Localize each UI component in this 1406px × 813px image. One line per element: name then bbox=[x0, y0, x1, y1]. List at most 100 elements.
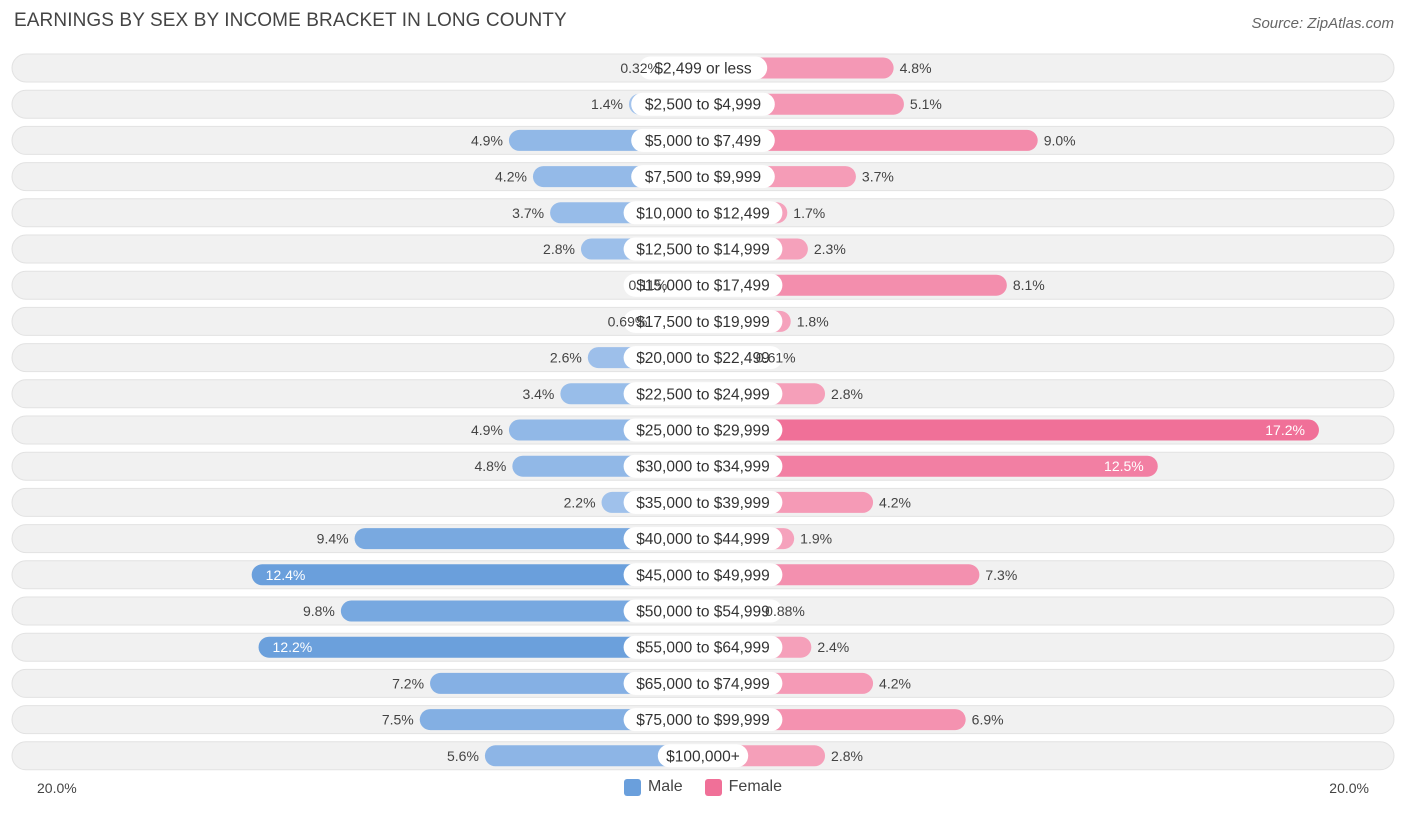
axis-max-label: 20.0% bbox=[1329, 780, 1369, 796]
category-label: $20,000 to $22,499 bbox=[636, 350, 770, 367]
male-value-label: 4.9% bbox=[471, 422, 503, 438]
bar-row: $22,500 to $24,999 3.4% 2.8% bbox=[11, 379, 1395, 409]
category-label-bg bbox=[623, 382, 783, 406]
male-value-label: 0.32% bbox=[620, 60, 660, 76]
female-value-label: 7.3% bbox=[985, 567, 1017, 583]
category-label-bg bbox=[623, 273, 783, 297]
bar-row: $2,500 to $4,999 1.4% 5.1% bbox=[11, 89, 1395, 119]
legend-swatch-female bbox=[704, 778, 722, 796]
category-label: $50,000 to $54,999 bbox=[636, 604, 770, 621]
female-value-label: 1.7% bbox=[793, 205, 825, 221]
female-value-label: 2.4% bbox=[817, 639, 849, 655]
bar-row: $30,000 to $34,999 4.8% 12.5% bbox=[11, 451, 1395, 481]
legend-item-female: Female bbox=[704, 778, 782, 796]
female-value-label: 3.7% bbox=[862, 169, 894, 185]
category-label: $35,000 to $39,999 bbox=[636, 495, 770, 512]
bar-row: $65,000 to $74,999 7.2% 4.2% bbox=[11, 668, 1395, 698]
male-value-label: 5.6% bbox=[447, 748, 479, 764]
category-label-bg bbox=[623, 671, 783, 695]
male-value-label: 9.4% bbox=[317, 531, 349, 547]
category-label-bg bbox=[623, 708, 783, 732]
male-value-label: 3.7% bbox=[512, 205, 544, 221]
category-label-bg bbox=[623, 309, 783, 333]
category-label-bg bbox=[623, 201, 783, 225]
legend-swatch-male bbox=[623, 778, 641, 796]
category-label: $2,499 or less bbox=[654, 61, 752, 78]
male-value-label: 3.4% bbox=[522, 386, 554, 402]
bar-row: $25,000 to $29,999 4.9% 17.2% bbox=[11, 415, 1395, 445]
bar-row: $35,000 to $39,999 2.2% 4.2% bbox=[11, 487, 1395, 517]
male-value-label: 12.4% bbox=[266, 567, 306, 583]
male-value-label: 0.11% bbox=[629, 277, 668, 293]
category-label-bg bbox=[623, 527, 783, 551]
category-label: $100,000+ bbox=[666, 748, 740, 765]
female-value-label: 6.9% bbox=[972, 712, 1004, 728]
male-bar[interactable] bbox=[354, 528, 703, 550]
category-label-bg bbox=[623, 490, 783, 514]
category-label: $17,500 to $19,999 bbox=[636, 314, 770, 331]
male-value-label: 4.9% bbox=[471, 132, 503, 148]
legend-label-male: Male bbox=[647, 778, 683, 795]
category-label-bg bbox=[623, 635, 783, 659]
female-value-label: 2.3% bbox=[814, 241, 846, 257]
female-value-label: 8.1% bbox=[1013, 277, 1045, 293]
male-value-label: 2.8% bbox=[543, 241, 575, 257]
female-value-label: 12.5% bbox=[1104, 458, 1144, 474]
category-label: $10,000 to $12,499 bbox=[636, 205, 770, 222]
male-value-label: 9.8% bbox=[303, 603, 335, 619]
category-label-bg bbox=[623, 454, 783, 478]
female-bar[interactable] bbox=[703, 419, 1319, 441]
male-value-label: 1.4% bbox=[591, 96, 623, 112]
category-label: $75,000 to $99,999 bbox=[636, 712, 770, 729]
category-label: $25,000 to $29,999 bbox=[636, 423, 770, 440]
category-label-bg bbox=[623, 599, 783, 623]
female-value-label: 17.2% bbox=[1265, 422, 1305, 438]
category-label-bg bbox=[657, 744, 749, 768]
female-value-label: 2.8% bbox=[831, 748, 863, 764]
bar-row: $55,000 to $64,999 12.2% 2.4% bbox=[11, 632, 1395, 662]
category-label: $45,000 to $49,999 bbox=[636, 567, 770, 584]
male-bar[interactable] bbox=[484, 745, 703, 767]
source-credit: Source: ZipAtlas.com bbox=[1251, 15, 1394, 32]
female-bar[interactable] bbox=[703, 129, 1038, 151]
axis-min-label: 20.0% bbox=[37, 780, 77, 796]
category-label-bg bbox=[638, 56, 768, 80]
female-value-label: 5.1% bbox=[910, 96, 942, 112]
bar-row: $5,000 to $7,499 4.9% 9.0% bbox=[11, 125, 1395, 155]
male-value-label: 2.6% bbox=[550, 350, 582, 366]
female-bar[interactable] bbox=[703, 455, 1158, 477]
category-label: $7,500 to $9,999 bbox=[645, 169, 761, 186]
category-label-bg bbox=[623, 237, 783, 261]
category-label-bg bbox=[631, 128, 775, 152]
female-value-label: 1.8% bbox=[797, 313, 829, 329]
male-value-label: 4.2% bbox=[495, 169, 527, 185]
female-value-label: 1.9% bbox=[800, 531, 832, 547]
male-bar[interactable] bbox=[251, 564, 703, 586]
category-label-bg bbox=[623, 563, 783, 587]
category-label: $30,000 to $34,999 bbox=[636, 459, 770, 476]
female-value-label: 4.8% bbox=[900, 60, 932, 76]
category-label: $2,500 to $4,999 bbox=[645, 97, 761, 114]
bar-row: $20,000 to $22,499 2.6% 0.61% bbox=[11, 343, 1395, 373]
bar-row: $40,000 to $44,999 9.4% 1.9% bbox=[11, 524, 1395, 554]
female-value-label: 4.2% bbox=[879, 675, 911, 691]
male-value-label: 4.8% bbox=[474, 458, 506, 474]
male-value-label: 7.5% bbox=[382, 712, 414, 728]
male-value-label: 0.69% bbox=[608, 313, 648, 329]
category-label-bg bbox=[623, 346, 783, 370]
female-value-label: 4.2% bbox=[879, 494, 911, 510]
male-bar[interactable] bbox=[258, 636, 703, 658]
legend-item-male: Male bbox=[623, 778, 683, 796]
category-label: $22,500 to $24,999 bbox=[636, 386, 770, 403]
male-value-label: 12.2% bbox=[273, 639, 313, 655]
bar-row: $7,500 to $9,999 4.2% 3.7% bbox=[11, 162, 1395, 192]
female-value-label: 9.0% bbox=[1044, 132, 1076, 148]
female-value-label: 0.61% bbox=[756, 350, 796, 366]
category-label: $65,000 to $74,999 bbox=[636, 676, 770, 693]
category-label: $40,000 to $44,999 bbox=[636, 531, 770, 548]
male-bar[interactable] bbox=[340, 600, 703, 622]
male-value-label: 7.2% bbox=[392, 675, 424, 691]
